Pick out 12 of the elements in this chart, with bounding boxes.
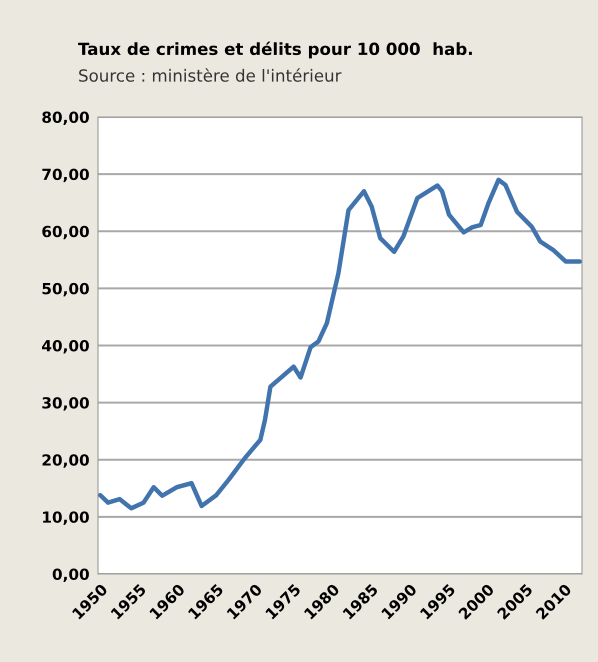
chart-subtitle: Source : ministère de l'intérieur bbox=[79, 68, 342, 82]
chart-title: Taux de crimes et délits pour 10 000 hab. bbox=[78, 42, 472, 58]
line-series bbox=[98, 178, 582, 511]
y-tick-label: 60,00 bbox=[42, 226, 89, 240]
y-tick-label: 0,00 bbox=[52, 568, 89, 582]
y-tick-label: 10,00 bbox=[43, 511, 89, 525]
y-tick-label: 70,00 bbox=[42, 168, 89, 182]
y-tick-label: 80,00 bbox=[42, 111, 89, 125]
y-tick-label: 20,00 bbox=[42, 454, 89, 468]
y-tick-label: 30,00 bbox=[42, 397, 89, 411]
y-tick-label: 50,00 bbox=[42, 282, 89, 296]
y-tick-label: 40,00 bbox=[42, 340, 89, 354]
